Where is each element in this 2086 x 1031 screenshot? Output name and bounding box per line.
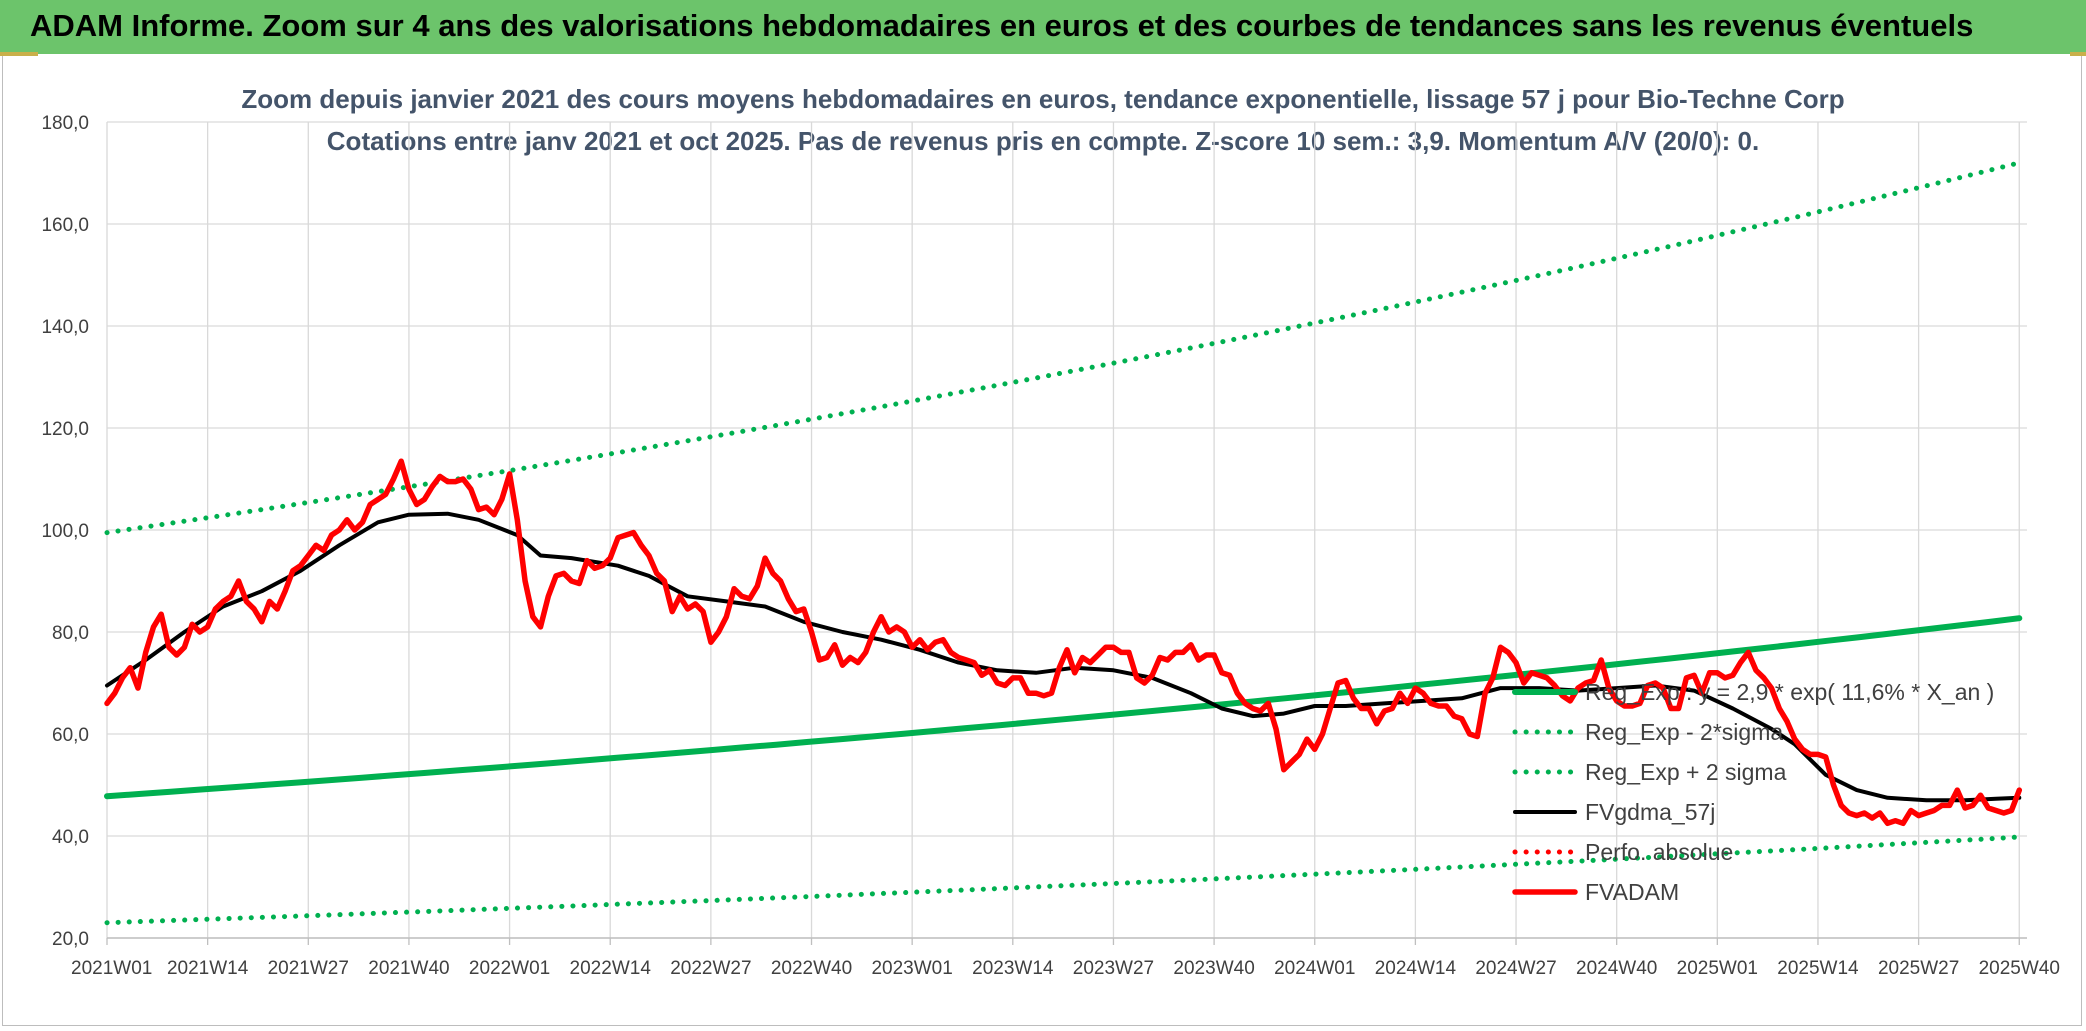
y-tick-label: 60,0 (52, 725, 89, 746)
x-tick-label: 2024W01 (1274, 958, 1355, 979)
x-tick-label: 2025W40 (1979, 958, 2060, 979)
x-tick-label: 2025W01 (1677, 958, 1758, 979)
chart: Zoom depuis janvier 2021 des cours moyen… (41, 84, 2060, 979)
x-tick-label: 2023W40 (1173, 958, 1254, 979)
series-reg-exp-2-sigma (104, 834, 2022, 926)
y-tick-label: 80,0 (52, 623, 89, 644)
x-tick-label: 2024W40 (1576, 958, 1657, 979)
y-tick-label: 120,0 (41, 419, 89, 440)
x-tick-label: 2022W14 (570, 958, 652, 979)
y-tick-label: 20,0 (52, 929, 89, 950)
x-axis: 2021W01 2021W14 2021W27 2021W40 2022W01 2022W… (71, 937, 2060, 979)
series-fvgdma-57j (105, 511, 2022, 803)
grid (106, 121, 2027, 939)
series-layer (104, 160, 2023, 926)
x-tick-label: 2021W01 (71, 958, 152, 979)
x-tick-label: 2021W40 (368, 958, 449, 979)
chart-subtitle: Cotations entre janv 2021 et oct 2025. P… (327, 126, 1759, 156)
banner-title: ADAM Informe. Zoom sur 4 ans des valoris… (30, 8, 1974, 43)
legend-label: Reg_Exp : y = 2,9 * exp( 11,6% * X_an ) (1585, 679, 1994, 705)
banner: ADAM Informe. Zoom sur 4 ans des valoris… (0, 0, 2086, 54)
series-fvadam (104, 458, 2023, 827)
x-tick-label: 2023W01 (871, 958, 952, 979)
y-tick-label: 40,0 (52, 827, 89, 848)
banner-accent-left (0, 52, 38, 56)
x-tick-label: 2022W27 (670, 958, 751, 979)
x-tick-label: 2025W27 (1878, 958, 1959, 979)
chart-frame: Zoom depuis janvier 2021 des cours moyen… (2, 56, 2082, 1026)
chart-title: Zoom depuis janvier 2021 des cours moyen… (241, 84, 1844, 114)
x-tick-label: 2023W27 (1073, 958, 1154, 979)
x-tick-label: 2024W14 (1375, 958, 1457, 979)
x-tick-label: 2021W14 (167, 958, 249, 979)
x-tick-label: 2025W14 (1777, 958, 1859, 979)
legend-label: FVgdma_57j (1585, 799, 1715, 825)
y-tick-label: 180,0 (41, 113, 89, 134)
x-tick-label: 2021W27 (268, 958, 349, 979)
y-tick-label: 100,0 (41, 521, 89, 542)
y-tick-label: 160,0 (41, 215, 89, 236)
legend-label: Reg_Exp + 2 sigma (1585, 759, 1787, 785)
legend: Reg_Exp : y = 2,9 * exp( 11,6% * X_an ) R… (1512, 679, 1994, 905)
x-tick-label: 2022W01 (469, 958, 550, 979)
y-axis: 20,0 40,0 60,0 80,0 100,0 120,0 140,0 160,0 180,… (41, 113, 89, 950)
legend-label: Perfo. absolue (1585, 839, 1733, 865)
legend-label: Reg_Exp - 2*sigma (1585, 719, 1783, 745)
x-tick-label: 2022W40 (771, 958, 852, 979)
legend-label: FVADAM (1585, 879, 1679, 905)
series-reg-exp-y-2-9-exp-11-6-x-an (104, 615, 2023, 800)
x-tick-label: 2024W27 (1475, 958, 1556, 979)
x-tick-label: 2023W14 (972, 958, 1054, 979)
y-tick-label: 140,0 (41, 317, 89, 338)
banner-accent-right (2070, 52, 2086, 56)
series-reg-exp-2-sigma (104, 160, 2022, 536)
